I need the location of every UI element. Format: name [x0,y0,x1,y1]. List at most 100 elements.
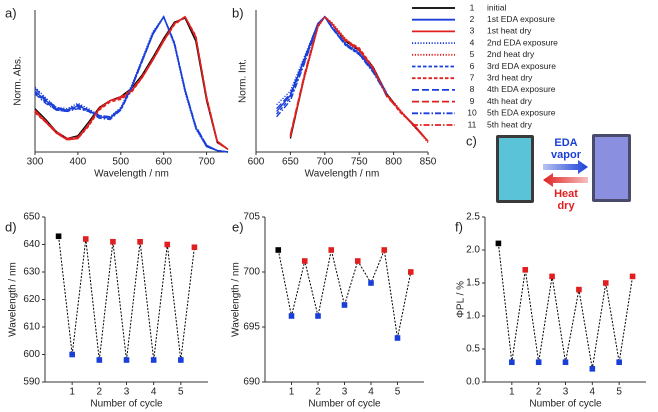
connector-line [497,243,634,369]
data-point [164,241,171,248]
x-tick-label: 500 [112,157,129,168]
data-point [576,286,582,293]
film-cyan [499,138,531,200]
y-axis-label: ΦPL / % [456,281,467,318]
x-tick-label: 4 [368,387,374,398]
panel-label: b) [232,5,244,20]
data-point [549,273,555,280]
photo-panel: c) EDA vapor Heat dry [466,133,631,212]
x-axis-label: Wavelength / nm [94,169,169,180]
data-point [123,357,130,363]
panel-label: e) [232,219,244,234]
panel-label: d) [5,219,17,234]
data-point [407,269,414,275]
y-tick-label: 600 [23,349,40,360]
data-point [509,359,515,365]
data-point [301,258,308,264]
spectrum-line [34,15,229,150]
data-point [275,247,282,253]
x-tick-label: 4 [590,387,596,398]
x-tick-label: 600 [248,157,265,168]
x-tick-label: 800 [385,157,402,168]
x-tick-label: 400 [70,157,87,168]
data-point [616,359,622,365]
legend-label: initial [487,2,506,12]
x-tick-label: 750 [351,157,368,168]
y-tick-label: 640 [23,239,40,250]
data-point [328,247,335,253]
x-axis-label: Number of cycle [529,399,602,410]
x-tick-label: 5 [395,387,401,398]
spectrum-line [289,15,429,142]
legend-number: 1 [470,2,475,12]
panel-label: c) [466,133,477,148]
legend-number: 6 [470,61,475,71]
y-tick-label: 2.5 [466,212,480,223]
spectrum-line [289,15,429,142]
y-tick-label: 2.0 [466,245,480,256]
spectrum-line [289,15,429,142]
spectrum-line [34,15,229,150]
arrow-label: EDA [554,137,577,149]
data-point [522,267,529,273]
spectrum-line [289,15,429,143]
arrow-label: dry [557,200,575,212]
legend-number: 7 [470,72,475,82]
data-point [69,351,75,358]
y-tick-label: 695 [243,322,260,333]
y-tick-label: 1.0 [466,311,480,322]
panel-label: a) [5,5,17,20]
data-point [82,236,89,242]
spectrum-line [289,15,429,142]
spectrum-line [34,15,229,153]
data-point [562,359,569,365]
x-tick-label: 850 [420,157,437,168]
spectrum-line [34,15,229,153]
connector-line [277,248,412,339]
legend-label: 1st EDA exposure [487,14,555,24]
data-point [354,258,361,264]
data-point [535,359,542,365]
legend-label: 1st heat dry [487,26,532,36]
data-point [495,240,502,247]
x-tick-label: 1 [69,387,75,398]
arrow-label: Heat [554,188,578,200]
arrow-right [543,160,588,174]
spectrum-line [34,15,229,150]
legend-number: 9 [470,96,475,106]
legend-label: 3rd EDA exposure [487,61,556,71]
connector-line [58,236,195,361]
y-axis-label: Wavelength / nm [8,262,19,337]
y-tick-label: 620 [23,294,40,305]
data-point [589,366,596,372]
data-point [178,357,184,363]
legend-number: 4 [470,37,475,47]
y-tick-label: 610 [23,322,40,333]
x-tick-label: 4 [151,387,157,398]
film-violet [595,137,628,199]
x-tick-label: 2 [536,387,542,398]
spectrum-line [289,15,429,142]
data-point [55,233,62,240]
x-tick-label: 3 [563,387,569,398]
x-axis-label: Wavelength / nm [305,169,380,180]
x-tick-label: 300 [27,157,44,168]
x-tick-label: 700 [316,157,333,168]
legend-label: 5th EDA exposure [487,108,556,118]
legend-number: 8 [470,84,475,94]
data-point [150,357,157,363]
x-tick-label: 3 [124,387,130,398]
y-tick-label: 650 [23,212,40,223]
y-tick-label: 705 [243,212,260,223]
x-tick-label: 1 [509,387,515,398]
x-tick-label: 3 [342,387,348,398]
arrow-label: vapor [551,149,582,161]
x-tick-label: 2 [315,387,321,398]
legend-label: 2nd heat dry [487,49,535,59]
y-tick-label: 700 [243,267,260,278]
y-axis-label: Norm. Int. [238,59,249,103]
x-tick-label: 1 [289,387,295,398]
legend-number: 5 [470,49,475,59]
